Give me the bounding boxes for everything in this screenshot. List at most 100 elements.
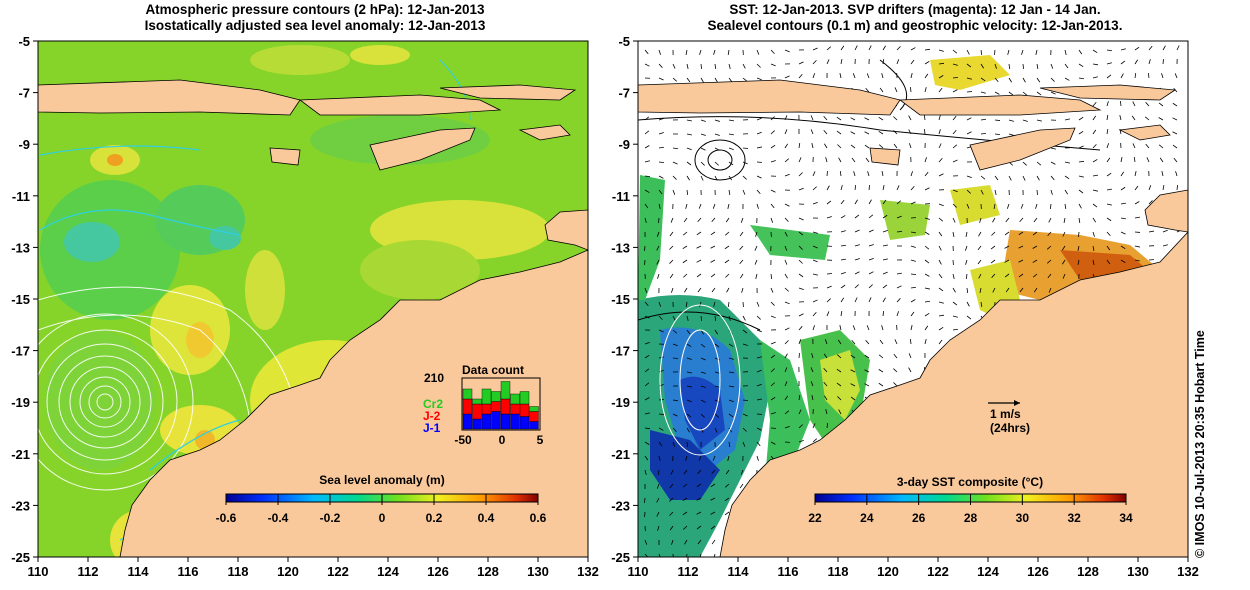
left-panel-title: Atmospheric pressure contours (2 hPa): 1… (40, 2, 590, 34)
right-colorbar-tick: 32 (1067, 511, 1081, 525)
timor-island (369, 127, 476, 171)
inset-x-tick: 0 (499, 433, 506, 447)
right-x-tick-label: 118 (828, 564, 849, 579)
inset-legend-cr2: Cr2 (423, 397, 443, 411)
left-colorbar-tick: -0.6 (216, 511, 237, 525)
left-y-tick-label: -25 (11, 550, 30, 565)
inset-bar-j1 (481, 413, 492, 430)
left-map (38, 41, 588, 557)
left-y-tick-label: -19 (11, 395, 30, 410)
right-colorbar-tick: 30 (1016, 511, 1030, 525)
left-x-tick-label: 124 (377, 564, 399, 579)
right-colorbar: 3-day SST composite (°C) 22 24 26 28 30 32 34 (808, 475, 1133, 525)
right-y-tick-label: -23 (611, 498, 630, 513)
inset-bar-cr2 (481, 388, 492, 405)
inset-bar-j2 (510, 403, 520, 415)
left-colorbar-tick: 0.2 (426, 511, 443, 525)
velocity-scale: 1 m/s (24hrs) (988, 400, 1030, 435)
left-y-tick-label: -15 (11, 292, 30, 307)
left-colorbar-tick: 0.4 (478, 511, 495, 525)
left-x-tick-label: 116 (178, 564, 199, 579)
right-title-line1: SST: 12-Jan-2013. SVP drifters (magenta)… (729, 2, 1101, 17)
right-axes: 110 112 114 116 118 120 122 124 126 128 130 132 -5 -7… (611, 34, 1199, 579)
inset-bar-j1 (500, 413, 511, 430)
left-colorbar-tick: -0.2 (320, 511, 341, 525)
inset-bar-cr2 (462, 388, 473, 400)
right-y-tick-label: -21 (611, 447, 630, 462)
right-x-tick-label: 124 (977, 564, 999, 579)
inset-bar-j2 (472, 403, 482, 420)
left-colorbar: Sea level anomaly (m) -0.6 -0.4 -0.2 0 0.2 0.… (216, 473, 547, 525)
inset-bar-j2 (491, 401, 501, 412)
left-x-tick-label: 112 (78, 564, 99, 579)
right-y-tick-label: -5 (618, 34, 630, 49)
right-x-tick-label: 132 (1177, 564, 1199, 579)
left-title-line2: Isostatically adjusted sea level anomaly… (144, 18, 486, 33)
right-y-tick-label: -17 (611, 344, 630, 359)
left-axes: 110 112 114 116 118 120 122 124 126 128 130 132 -5 -7… (11, 34, 599, 579)
left-y-tick-label: -13 (11, 240, 30, 255)
right-x-tick-label: 128 (1077, 564, 1099, 579)
land-areas (38, 79, 588, 557)
lesser-sunda-islands (298, 94, 502, 116)
left-y-tick-label: -7 (18, 86, 30, 101)
land-areas-right (638, 79, 1188, 557)
right-colorbar-tick: 24 (860, 511, 874, 525)
inset-bar-j2 (529, 411, 539, 422)
inset-bar-cr2 (500, 381, 511, 400)
right-y-tick-label: -13 (611, 240, 630, 255)
left-x-tick-label: 114 (128, 564, 150, 579)
right-colorbar-title: 3-day SST composite (°C) (897, 475, 1043, 489)
inset-x-ticks: -50 0 5 (454, 433, 543, 447)
left-colorbar-title: Sea level anomaly (m) (319, 473, 444, 487)
inset-x-tick: 5 (537, 433, 544, 447)
right-y-tick-label: -11 (612, 189, 630, 204)
right-x-tick-label: 110 (628, 564, 649, 579)
right-colorbar-tick: 22 (808, 511, 822, 525)
right-y-tick-label: -25 (611, 550, 630, 565)
left-title-line1: Atmospheric pressure contours (2 hPa): 1… (145, 2, 485, 17)
left-colorbar-tick: -0.4 (268, 511, 289, 525)
scale-sublabel: (24hrs) (990, 421, 1030, 435)
left-x-tick-label: 126 (427, 564, 449, 579)
inset-bar-cr2 (491, 391, 501, 402)
left-y-tick-label: -23 (11, 498, 30, 513)
inset-bar-j1 (519, 416, 530, 430)
inset-bars (462, 381, 539, 430)
australia-mainland-right (719, 231, 1188, 557)
java-bali-island (38, 79, 301, 116)
right-colorbar-tick: 26 (912, 511, 926, 525)
inset-bar-j2 (462, 398, 473, 415)
left-y-tick-label: -9 (18, 137, 30, 152)
inset-title: Data count (462, 363, 524, 377)
inset-legend-j-2: J-2 (423, 409, 441, 423)
left-x-tick-label: 120 (277, 564, 299, 579)
credit-text: © IMOS 10-Jul-2013 20:35 Hobart Time (1193, 330, 1207, 558)
inset-bar-j2 (481, 403, 492, 415)
right-y-tick-label: -7 (618, 86, 630, 101)
right-x-tick-label: 130 (1127, 564, 1149, 579)
left-x-tick-label: 118 (228, 564, 249, 579)
right-x-tick-label: 120 (877, 564, 899, 579)
inset-bar-j1 (529, 421, 539, 430)
inset-bar-j1 (491, 411, 501, 430)
right-title-line2: Sealevel contours (0.1 m) and geostrophi… (707, 18, 1123, 33)
left-colorbar-ticks: -0.6 -0.4 -0.2 0 0.2 0.4 0.6 (216, 494, 547, 525)
right-x-tick-label: 122 (927, 564, 949, 579)
right-map (638, 41, 1188, 557)
left-y-tick-label: -11 (12, 189, 30, 204)
right-x-tick-label: 114 (728, 564, 750, 579)
inset-bar-cr2 (472, 398, 482, 405)
inset-bar-j2 (500, 398, 511, 415)
inset-bar-j2 (519, 403, 530, 417)
right-y-tick-label: -19 (611, 395, 630, 410)
right-x-tick-label: 126 (1027, 564, 1049, 579)
inset-bar-j1 (472, 418, 482, 430)
left-colorbar-tick: 0 (379, 511, 386, 525)
inset-max-label: 210 (424, 371, 444, 385)
left-y-tick-label: -21 (11, 447, 30, 462)
inset-bar-j1 (510, 413, 520, 430)
